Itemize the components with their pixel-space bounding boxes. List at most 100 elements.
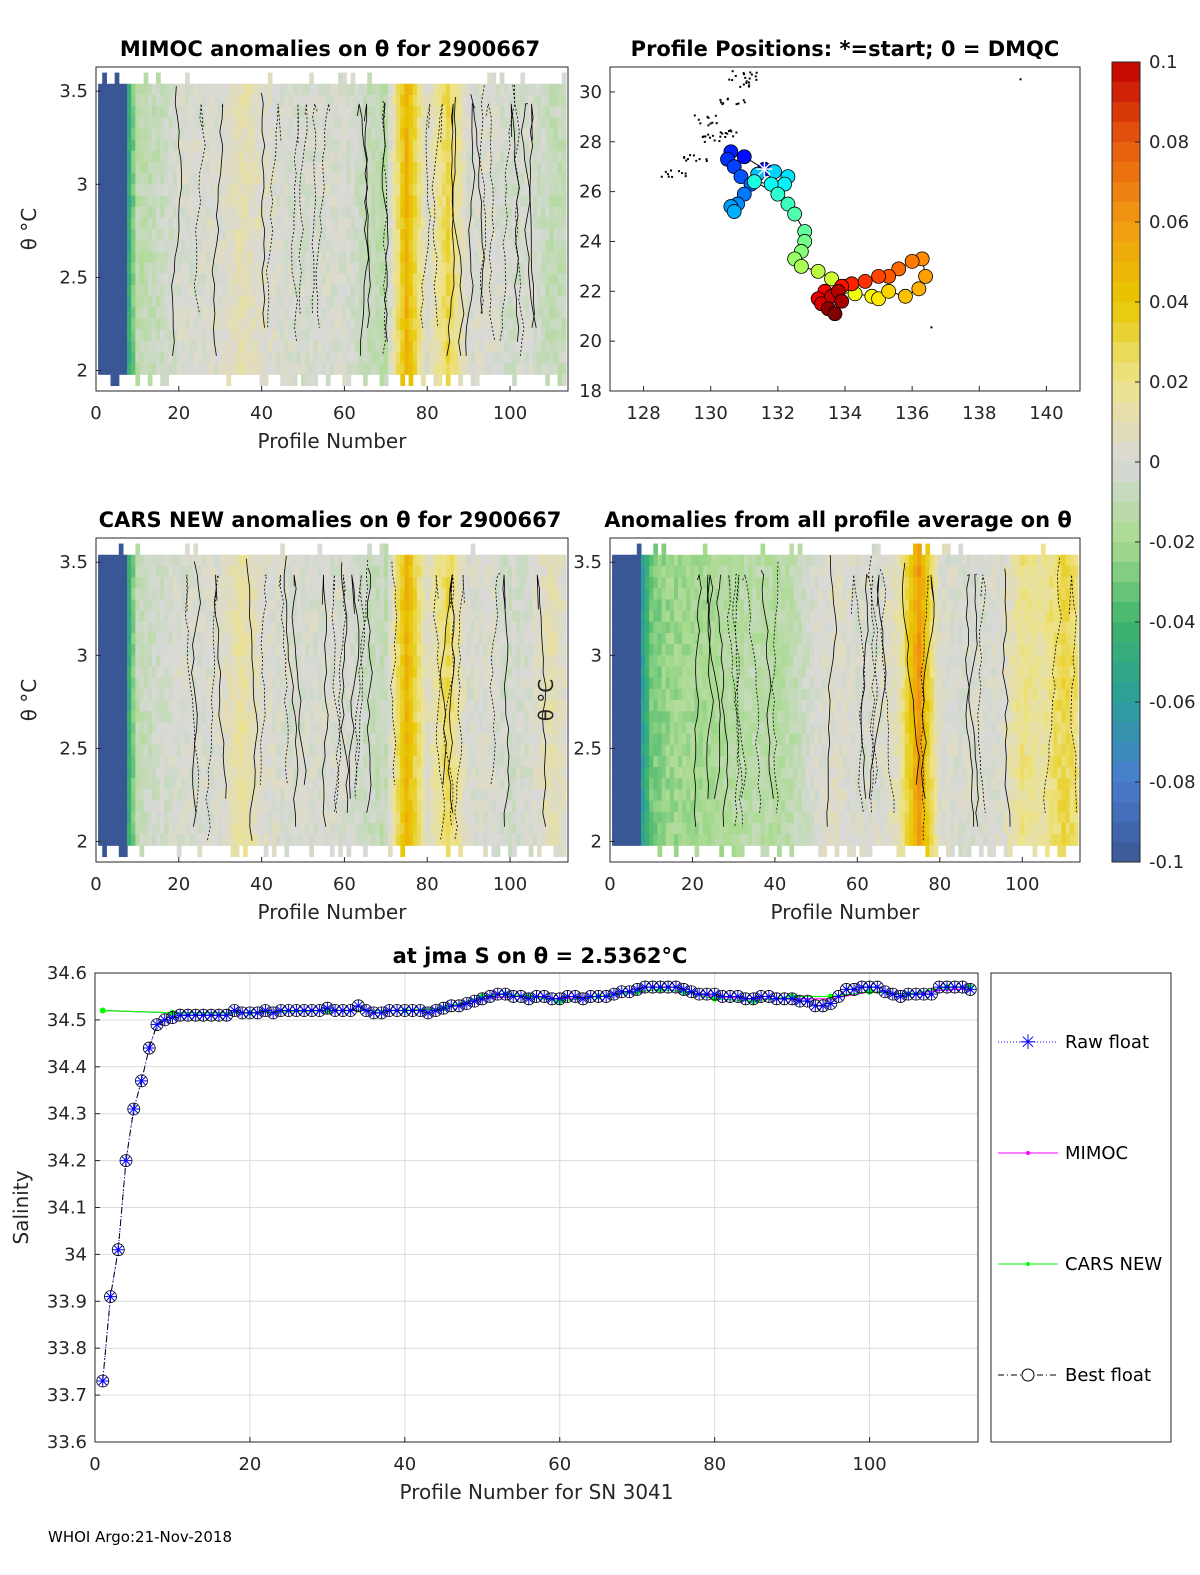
heatmap-cell — [396, 217, 401, 230]
heatmap-cell — [263, 722, 269, 735]
heatmap-cell — [437, 307, 443, 319]
heatmap-cell — [118, 94, 124, 107]
heatmap-cell — [164, 755, 170, 768]
heatmap-cell — [201, 217, 207, 230]
heatmap-cell — [433, 117, 439, 130]
heatmap-cell — [168, 296, 174, 308]
heatmap-cell — [114, 195, 120, 208]
heatmap-cell — [549, 229, 555, 241]
heatmap-cell — [296, 778, 302, 790]
heatmap-cell — [189, 217, 194, 230]
heatmap-cell — [230, 318, 236, 331]
heatmap-cell — [247, 655, 252, 668]
heatmap-cell — [346, 655, 352, 668]
heatmap-cell — [189, 173, 194, 185]
heatmap-cell — [131, 363, 136, 375]
heatmap-cell — [313, 307, 319, 319]
heatmap-cell — [226, 273, 232, 286]
heatmap-cell — [102, 733, 107, 746]
heatmap-cell — [433, 240, 439, 252]
heatmap-cell — [263, 106, 269, 118]
heatmap-cell — [197, 655, 203, 668]
heatmap-cell — [309, 577, 314, 589]
heatmap-cell — [507, 363, 513, 375]
heatmap-cell — [168, 150, 174, 163]
heatmap-cell — [214, 139, 219, 152]
heatmap-cell — [412, 262, 418, 275]
heatmap-cell — [433, 284, 439, 297]
coastline-fragment — [718, 140, 721, 143]
heatmap-cell — [296, 666, 302, 679]
heatmap-cell — [317, 588, 323, 601]
heatmap-cell — [288, 161, 294, 174]
heatmap-cell — [532, 329, 538, 342]
heatmap-cell — [230, 811, 236, 824]
x-tick-label: 80 — [416, 403, 439, 424]
heatmap-cell — [98, 789, 103, 802]
heatmap-cell — [292, 173, 298, 185]
profile-position-marker — [881, 283, 897, 299]
heatmap-cell — [387, 150, 393, 163]
heatmap-cell — [143, 655, 149, 668]
heatmap-cell — [197, 128, 203, 141]
heatmap-cell — [156, 173, 161, 185]
heatmap-cell — [520, 273, 526, 286]
heatmap-cell — [392, 106, 397, 118]
heatmap-cell — [317, 767, 323, 779]
heatmap-cell — [466, 296, 472, 308]
heatmap-cell — [201, 229, 207, 241]
heatmap-cell — [102, 800, 107, 813]
contour-line — [211, 103, 224, 356]
heatmap-cell — [209, 363, 215, 375]
heatmap-cell — [234, 577, 240, 589]
heatmap-cell — [412, 206, 418, 219]
heatmap-cell — [238, 644, 244, 656]
heatmap-cell — [176, 621, 182, 634]
heatmap-cell — [387, 251, 393, 264]
colorbar-segment — [1112, 822, 1140, 843]
heatmap-cell — [180, 688, 186, 701]
heatmap-cell — [255, 744, 261, 757]
heatmap-cell — [164, 711, 170, 723]
heatmap-cell — [176, 811, 182, 824]
heatmap-cell — [122, 822, 128, 835]
heatmap-cell — [387, 106, 393, 118]
heatmap-cell — [247, 206, 252, 219]
heatmap-cell — [209, 744, 215, 757]
heatmap-cell — [271, 273, 277, 286]
heatmap-cell — [516, 128, 521, 141]
heatmap-cell — [483, 206, 488, 219]
heatmap-cell — [247, 117, 252, 130]
heatmap-cell — [549, 363, 555, 375]
heatmap-cell — [172, 655, 178, 668]
heatmap-cell — [379, 83, 385, 96]
heatmap-cell — [106, 128, 112, 141]
heatmap-cell — [209, 655, 215, 668]
heatmap-cell — [226, 610, 232, 623]
heatmap-cell — [201, 195, 207, 208]
heatmap-cell — [131, 329, 136, 342]
heatmap-cell — [251, 700, 257, 712]
heatmap-cell — [185, 588, 190, 601]
heatmap-cell — [139, 195, 145, 208]
heatmap-cell — [408, 106, 414, 118]
heatmap-cell — [549, 173, 555, 185]
heatmap-cell — [276, 789, 281, 802]
heatmap-cell — [189, 644, 194, 656]
heatmap-cell — [317, 106, 323, 118]
heatmap-cell — [549, 94, 555, 107]
heatmap-cell — [164, 610, 170, 623]
heatmap-cell — [242, 800, 248, 813]
heatmap-cell — [321, 666, 327, 679]
heatmap-cell — [387, 284, 393, 297]
heatmap-cell — [135, 543, 141, 556]
heatmap-cell — [421, 240, 426, 252]
heatmap-cell — [288, 811, 294, 824]
heatmap-cell — [156, 106, 161, 118]
heatmap-cell — [416, 340, 422, 353]
heatmap-cell — [98, 688, 103, 701]
heatmap-cell — [180, 329, 186, 342]
heatmap-cell — [466, 106, 472, 118]
heatmap-cell — [329, 577, 335, 589]
